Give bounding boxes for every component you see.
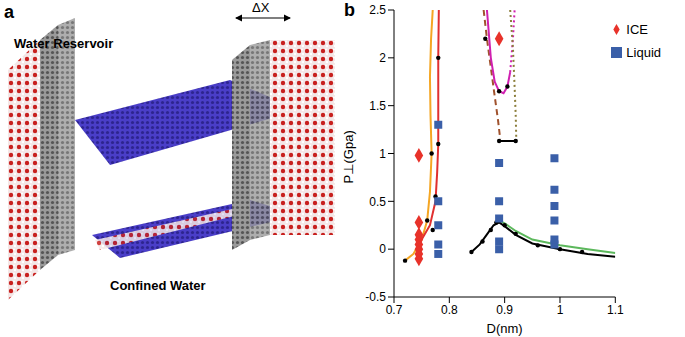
- svg-text:0.5: 0.5: [369, 195, 386, 209]
- svg-text:1: 1: [557, 303, 564, 317]
- svg-text:1.1: 1.1: [607, 303, 624, 317]
- svg-text:2.5: 2.5: [369, 3, 386, 17]
- svg-text:2: 2: [379, 51, 386, 65]
- svg-text:Water Reservoir: Water Reservoir: [14, 36, 113, 51]
- svg-text:0.8: 0.8: [441, 303, 458, 317]
- html-text:b: b: [344, 0, 355, 20]
- svg-text:a: a: [4, 2, 15, 22]
- svg-text:0.9: 0.9: [496, 303, 513, 317]
- html-text:Liquid: Liquid: [626, 45, 661, 60]
- svg-text:0: 0: [379, 242, 386, 256]
- svg-text:D(nm): D(nm): [487, 321, 523, 336]
- svg-text:Confined Water: Confined Water: [110, 278, 206, 293]
- svg-text:ΔX: ΔX: [252, 0, 270, 15]
- svg-text:0.7: 0.7: [386, 303, 403, 317]
- svg-text:P⊥(Gpa): P⊥(Gpa): [341, 130, 356, 183]
- svg-text:-0.5: -0.5: [365, 290, 386, 304]
- html-text:ICE: ICE: [626, 22, 648, 37]
- svg-text:1: 1: [379, 147, 386, 161]
- svg-text:1.5: 1.5: [369, 99, 386, 113]
